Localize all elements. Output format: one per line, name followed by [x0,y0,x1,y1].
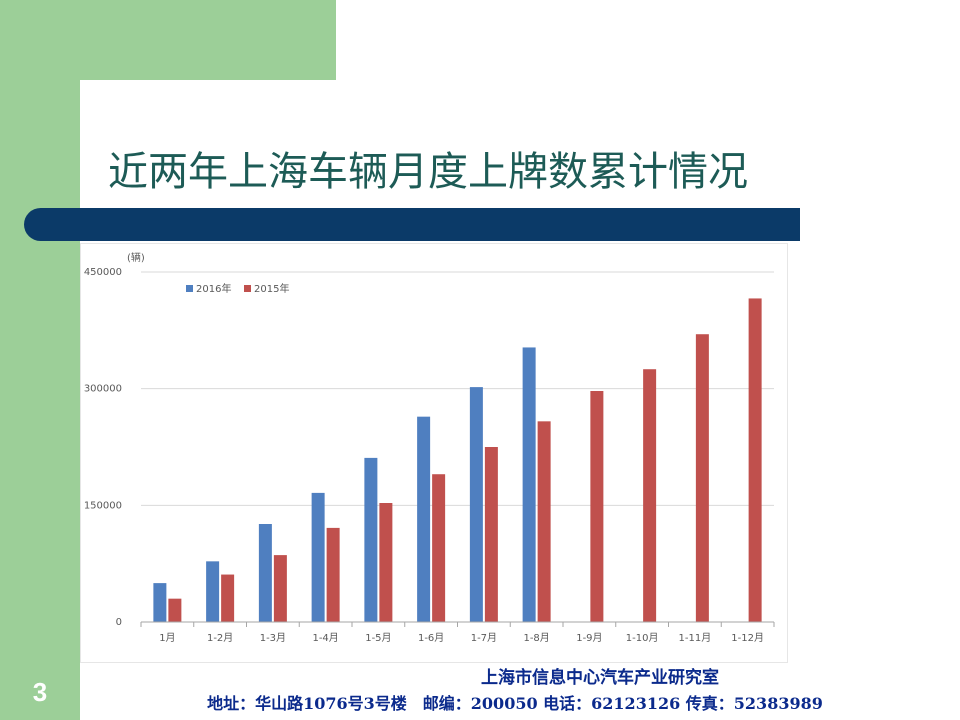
x-tick-label: 1-6月 [418,632,444,644]
y-axis-label: (辆) [127,251,145,264]
bar-series-1 [153,583,167,622]
footer: 上海市信息中心汽车产业研究室 地址：华山路1076号3号楼 邮编：200050 … [80,664,960,716]
bar-chart: 0 150000 300000 450000 (辆) 1月 1-2月 1-3月 1-4月 1-5月… [84,251,775,644]
bar-series-2 [590,391,604,622]
legend: 2016年 2015年 [186,282,289,295]
bar-series-1 [311,492,325,622]
x-tick-label: 1-5月 [365,632,391,644]
bar-series-2 [643,369,657,622]
y-tick-label: 450000 [84,267,122,278]
legend-label: 2015年 [254,282,289,295]
legend-swatch [186,285,193,292]
x-tick-label: 1月 [159,632,175,644]
bar-series-2 [484,447,498,622]
bar-series-2 [748,298,762,622]
legend-swatch [244,285,251,292]
page-number: 3 [32,677,48,707]
y-tick-label: 0 [116,617,122,628]
grid-lines [141,271,774,506]
bar-series-1 [417,416,431,622]
footer-organization: 上海市信息中心汽车产业研究室 [481,668,719,688]
bar-series-2 [695,334,709,622]
x-tick-label: 1-2月 [207,632,233,644]
bar-series-1 [364,457,378,622]
bar-series-2 [221,574,235,622]
bar-series-2 [168,598,182,622]
x-tick-label: 1-11月 [679,632,712,644]
left-green-band [0,0,80,720]
slide-title: 近两年上海车辆月度上牌数累计情况 [108,149,748,195]
bar-series-1 [206,561,220,622]
labels: 0 150000 300000 450000 (辆) 1月 1-2月 1-3月 1-4月 1-5月… [84,251,764,644]
x-tick-label: 1-9月 [576,632,602,644]
bar-series-2 [326,527,340,622]
x-tick-label: 1-4月 [312,632,338,644]
x-tick-label: 1-7月 [471,632,497,644]
y-tick-label: 150000 [84,500,122,511]
x-tick-label: 1-10月 [626,632,659,644]
x-tick-label: 1-8月 [523,632,549,644]
title-underline-bar [24,208,800,241]
bar-series-1 [258,524,272,622]
bar-series-2 [379,503,393,622]
x-tick-label: 1-3月 [260,632,286,644]
bar-series-2 [432,474,446,622]
bar-series-2 [273,555,287,622]
bar-series-2 [537,421,551,622]
bar-series-1 [469,387,483,622]
axes [140,621,775,627]
top-green-band [0,0,336,80]
legend-label: 2016年 [196,282,231,295]
bars [153,298,762,622]
x-tick-label: 1-12月 [731,632,764,644]
y-tick-label: 300000 [84,384,122,395]
bar-series-1 [522,347,536,622]
footer-contact: 地址：华山路1076号3号楼 邮编：200050 电话：62123126 传真：… [207,694,823,713]
